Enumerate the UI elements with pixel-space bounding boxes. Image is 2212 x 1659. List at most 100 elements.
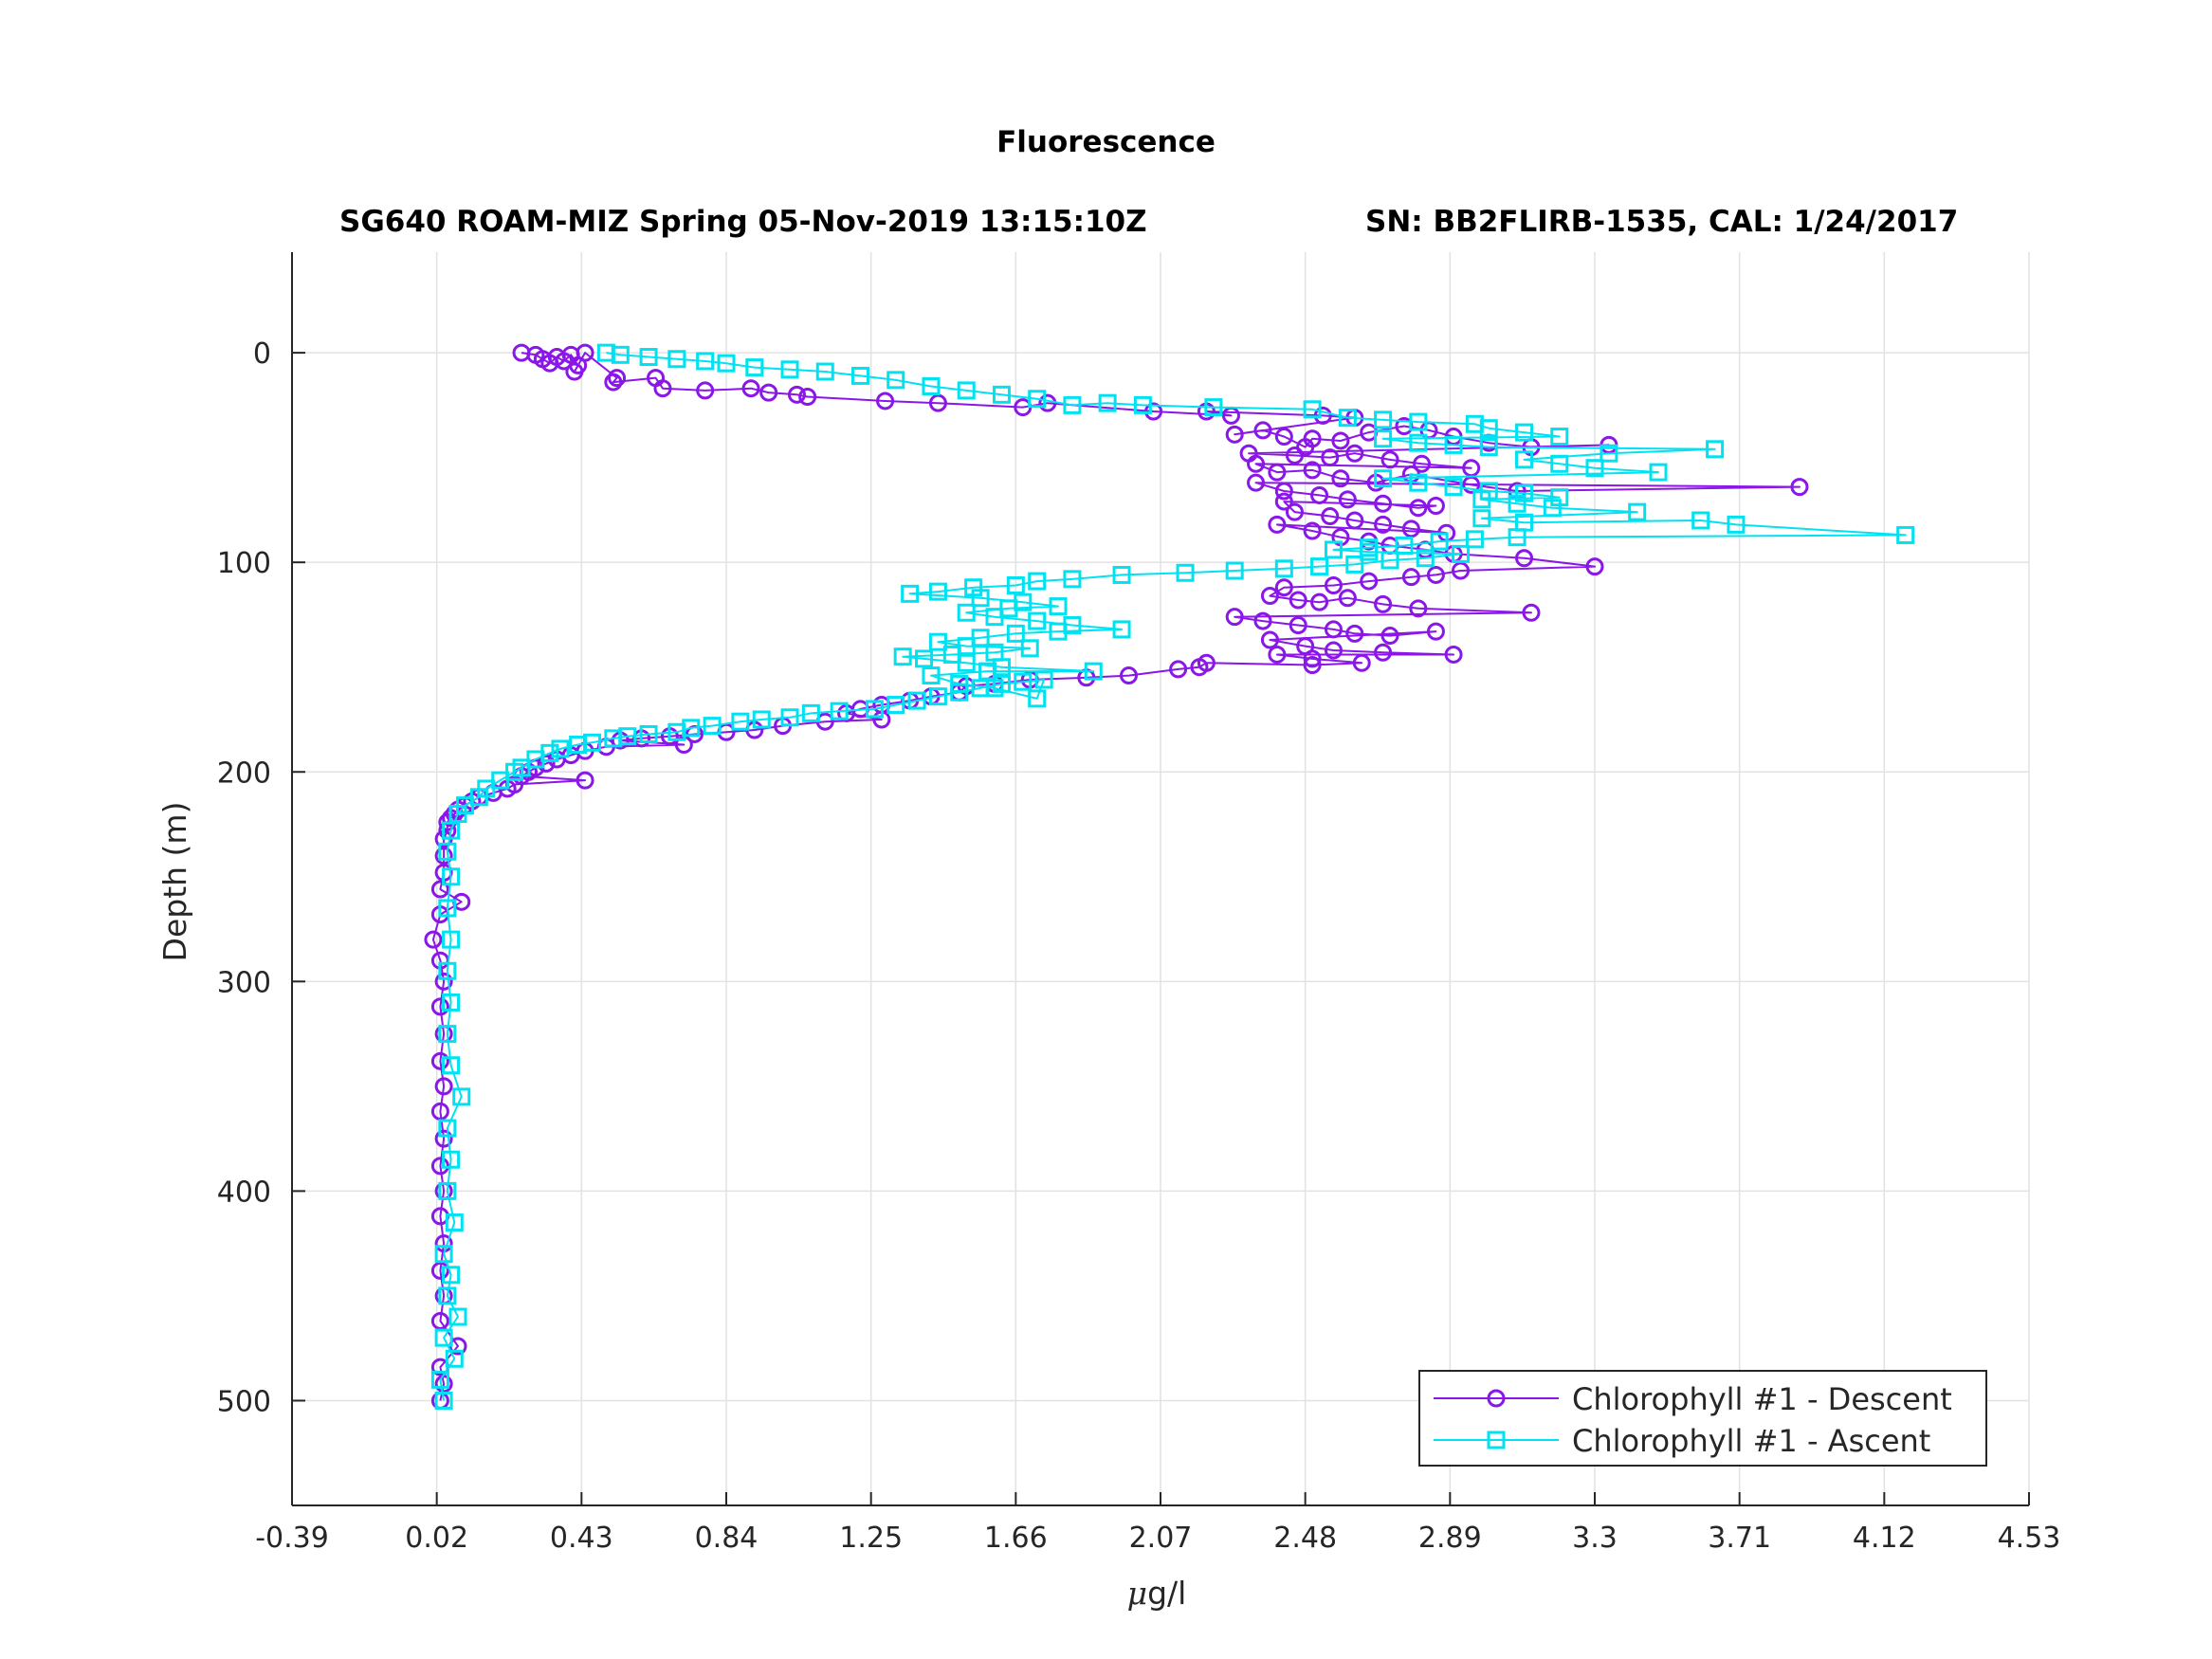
x-tick-label: 1.66 — [984, 1522, 1048, 1555]
data-point — [1049, 597, 1068, 616]
legend-item-descent: Chlorophyll #1 - Descent — [1430, 1378, 1980, 1418]
series-line — [439, 352, 1907, 1401]
data-point — [1380, 627, 1399, 646]
y-tick-label: 500 — [217, 1385, 271, 1418]
data-point — [964, 578, 983, 597]
data-point — [430, 880, 449, 899]
data-point — [618, 727, 637, 746]
data-point — [1380, 450, 1399, 469]
data-point — [1413, 454, 1432, 473]
tick-labels: -0.39 0.02 0.43 0.84 1.25 1.66 2.07 2.48 2.89 3.3… — [217, 337, 2061, 1555]
data-point — [1303, 429, 1322, 448]
data-point — [1465, 414, 1484, 433]
data-point — [1585, 459, 1604, 478]
data-point — [1416, 549, 1435, 568]
data-point — [1409, 412, 1428, 431]
data-point — [1465, 530, 1484, 549]
data-point — [887, 696, 905, 715]
legend: Chlorophyll #1 - Descent Chlorophyll #1 … — [1418, 1370, 1987, 1467]
data-point — [1374, 469, 1393, 488]
data-point — [1374, 429, 1393, 448]
data-point — [1063, 570, 1082, 589]
data-point — [1014, 672, 1033, 691]
data-point — [1274, 428, 1293, 447]
data-point — [438, 899, 457, 918]
data-point — [1444, 478, 1463, 497]
data-point — [865, 700, 884, 719]
data-point — [1395, 536, 1414, 555]
data-point — [1550, 488, 1569, 507]
data-point — [1303, 400, 1322, 419]
grid — [291, 252, 2030, 1505]
data-point — [815, 362, 834, 381]
data-point — [745, 358, 764, 377]
data-point — [1600, 444, 1618, 463]
data-point — [442, 930, 461, 949]
data-point — [1585, 557, 1604, 576]
data-point — [1409, 499, 1428, 518]
data-point — [430, 1370, 449, 1389]
data-point — [1472, 509, 1491, 528]
data-point — [434, 1077, 453, 1096]
chart-title: Fluorescence — [996, 125, 1216, 159]
data-point — [1360, 538, 1379, 557]
data-point — [907, 691, 926, 710]
data-point — [596, 343, 615, 362]
data-point — [1338, 589, 1357, 608]
data-point — [1310, 557, 1329, 576]
data-point — [1274, 578, 1293, 597]
chart-subtitle-mission: SG640 ROAM-MIZ Spring 05-Nov-2019 13:15:… — [339, 205, 1147, 239]
data-point — [1028, 611, 1047, 630]
data-point — [576, 343, 594, 362]
legend-label-descent: Chlorophyll #1 - Descent — [1572, 1381, 1952, 1417]
data-point — [1190, 658, 1209, 677]
data-point — [540, 743, 559, 762]
x-tick-label: 2.89 — [1418, 1522, 1482, 1555]
data-point — [893, 647, 912, 666]
axes — [291, 252, 2030, 1506]
legend-label-ascent: Chlorophyll #1 - Ascent — [1572, 1423, 1931, 1459]
data-point — [1345, 555, 1364, 574]
data-point — [1268, 463, 1287, 482]
data-point — [1331, 431, 1350, 450]
data-point — [1515, 450, 1534, 469]
data-point — [1204, 398, 1223, 417]
data-point — [434, 972, 453, 991]
x-tick-label: 1.25 — [839, 1522, 903, 1555]
data-point — [985, 679, 1004, 698]
x-tick-label: 4.53 — [1998, 1522, 2061, 1555]
data-point — [434, 1245, 453, 1264]
data-point — [452, 1087, 471, 1106]
data-point — [1426, 565, 1445, 584]
data-point — [1374, 515, 1393, 534]
data-point — [1028, 572, 1047, 591]
data-point — [1345, 624, 1364, 643]
x-tick-label: 3.3 — [1572, 1522, 1618, 1555]
data-point — [928, 582, 947, 601]
data-point — [696, 381, 715, 400]
data-point — [1338, 490, 1357, 509]
data-point — [1515, 549, 1534, 568]
data-point — [1274, 492, 1293, 511]
data-point — [1225, 561, 1244, 580]
data-point — [1691, 511, 1710, 530]
data-point — [1260, 630, 1279, 649]
data-point — [1628, 502, 1647, 521]
data-point — [1028, 689, 1047, 708]
data-point — [1112, 565, 1131, 584]
x-tick-label: 2.48 — [1273, 1522, 1337, 1555]
y-tick-label: 300 — [217, 966, 271, 999]
x-tick-label: 2.07 — [1129, 1522, 1193, 1555]
data-point — [928, 687, 947, 706]
data-point — [565, 362, 584, 381]
data-point — [1310, 592, 1329, 611]
data-point — [1112, 620, 1131, 639]
data-point — [430, 997, 449, 1016]
x-axis-label-mu: μ — [1127, 1575, 1147, 1612]
data-point — [1225, 425, 1244, 444]
data-point — [434, 1391, 453, 1410]
data-point — [950, 674, 969, 693]
data-point — [1260, 587, 1279, 606]
data-point — [434, 847, 453, 866]
data-point — [1338, 409, 1357, 428]
